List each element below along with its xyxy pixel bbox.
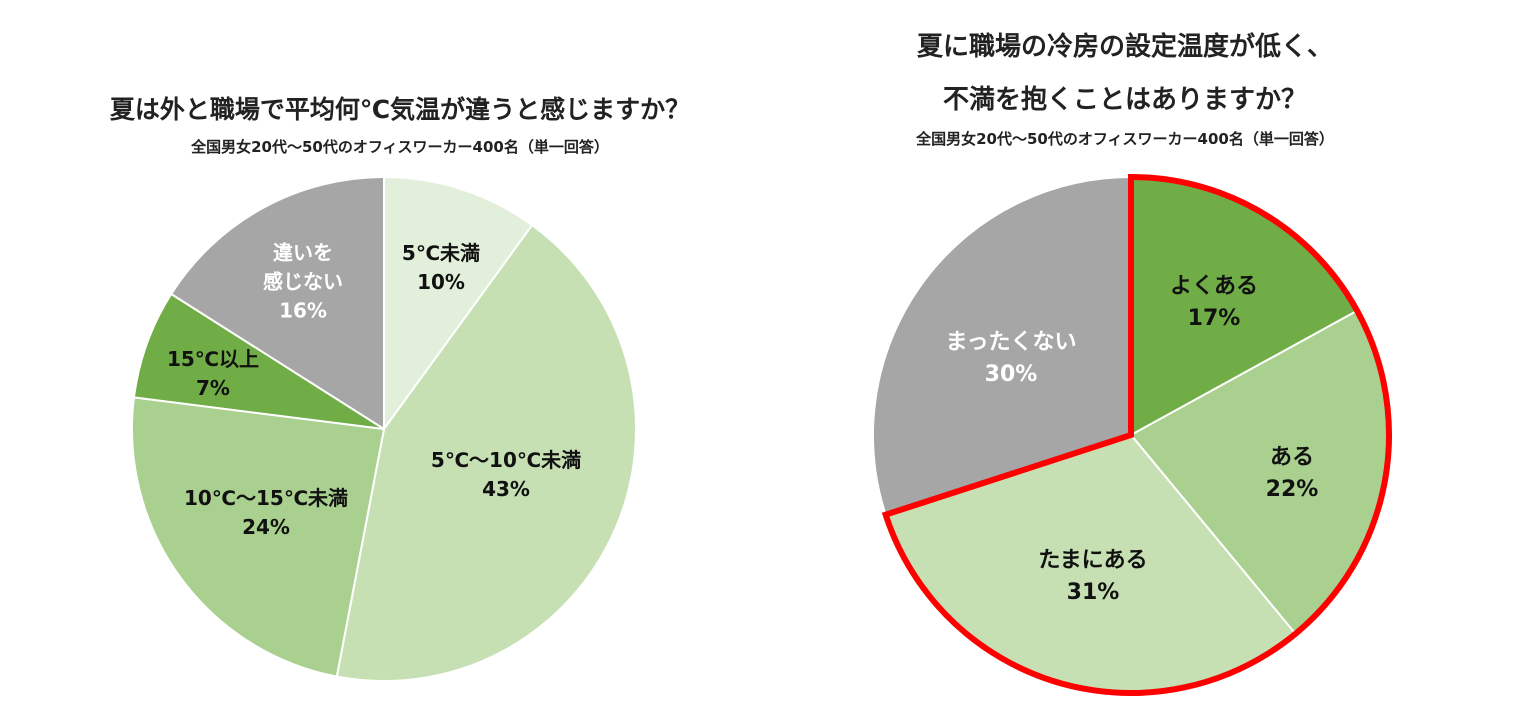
chart2-labels: よくある 17% ある 22% たまにある 31% まったくない 30% <box>945 274 1318 605</box>
chart2-slice-3-category-label: たまにある <box>1038 548 1147 573</box>
pie-chart-temperature-difference: 夏は外と職場で平均何℃気温が違うと感じますか？ 全国男女20代～50代のオフィス… <box>110 95 690 682</box>
chart1-slice-1-category-label: 5℃未満 <box>402 241 480 265</box>
pie-chart-ac-dissatisfaction: 夏に職場の冷房の設定温度が低く、 不満を抱くことはありますか？ 全国男女20代～… <box>872 31 1392 696</box>
chart2-slice-3-percent-label: 31% <box>1067 580 1120 605</box>
chart1-slice-3-percent-label: 24% <box>242 515 290 539</box>
chart1-slice-2-category-label: 5℃～10℃未満 <box>431 448 581 472</box>
chart1-subtitle: 全国男女20代～50代のオフィスワーカー400名（単一回答） <box>190 138 609 156</box>
chart1-slice-3-category-label: 10℃～15℃未満 <box>184 486 348 510</box>
chart1-slice-5-category-label: 違いを <box>273 241 333 265</box>
chart1-slice-4 <box>132 292 385 430</box>
chart2-title-line-2: 不満を抱くことはありますか？ <box>943 85 1307 115</box>
chart1-slice-2 <box>335 223 637 682</box>
chart1-slice-2-percent-label: 43% <box>482 477 530 501</box>
chart1-labels: 5℃未満 10% 5℃～10℃未満 43% 10℃～15℃未満 24% 15℃以上 7% 違いを… <box>167 241 581 540</box>
chart1-slices <box>131 175 637 682</box>
chart1-slice-1 <box>383 175 534 433</box>
chart1-title: 夏は外と職場で平均何℃気温が違うと感じますか？ <box>110 95 690 124</box>
chart1-slice-1-percent-label: 10% <box>417 270 465 294</box>
chart2-slice-2-category-label: ある <box>1270 445 1314 470</box>
chart1-slice-3 <box>131 396 386 678</box>
chart2-slice-1-category-label: よくある <box>1170 274 1258 299</box>
chart2-slice-1-percent-label: 17% <box>1188 306 1241 331</box>
chart1-slice-4-category-label: 15℃以上 <box>167 347 259 371</box>
chart2-slice-4-percent-label: 30% <box>985 362 1038 387</box>
chart2-slices <box>872 175 1390 694</box>
chart2-slice-4 <box>872 175 1132 516</box>
chart2-slice-2-percent-label: 22% <box>1266 477 1319 502</box>
chart1-slice-5-category-label: 感じない <box>263 270 343 294</box>
chart1-slice-5 <box>169 175 385 431</box>
chart2-slice-4-category-label: まったくない <box>945 330 1076 355</box>
chart2-subtitle: 全国男女20代～50代のオフィスワーカー400名（単一回答） <box>915 130 1334 148</box>
chart2-title-line-1: 夏に職場の冷房の設定温度が低く、 <box>917 31 1333 62</box>
chart1-slice-5-percent-label: 16% <box>279 299 327 323</box>
chart2-highlight-outline <box>881 173 1392 696</box>
chart2-highlight <box>881 173 1392 696</box>
chart1-slice-4-percent-label: 7% <box>196 376 230 400</box>
